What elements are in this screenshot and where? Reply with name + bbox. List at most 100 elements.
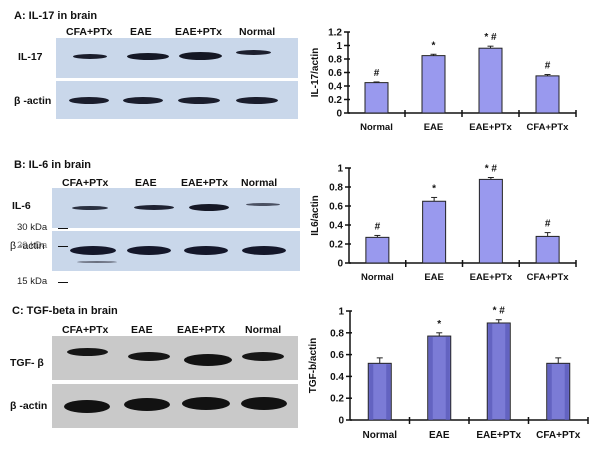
mw-tick xyxy=(58,282,68,283)
lane-label: EAE+PTX xyxy=(177,324,226,336)
significance-marker: # xyxy=(374,68,380,79)
y-tick-label: 0.8 xyxy=(330,328,344,339)
y-tick-label: 0.4 xyxy=(328,82,342,93)
y-axis-label: IL-17/actin xyxy=(310,48,321,97)
blot-row-label: IL-17 xyxy=(18,51,43,63)
band xyxy=(128,352,170,361)
mw-tick xyxy=(58,246,68,247)
lane-label: EAE xyxy=(135,177,157,189)
lane-label: CFA+PTx xyxy=(62,324,109,336)
band xyxy=(184,354,232,366)
x-category-label: EAE xyxy=(429,430,450,441)
panel-a-title: A: IL-17 in brain xyxy=(14,10,98,22)
lane-label: Normal xyxy=(241,177,278,189)
y-axis-label: IL6/actin xyxy=(310,195,321,236)
significance-marker: * xyxy=(437,319,441,330)
significance-marker: * # xyxy=(493,306,506,317)
bar xyxy=(427,335,452,421)
band xyxy=(123,97,163,104)
chart-il17: 0 0.2 0.4 0.6 0.8 1 1.2 IL-17/actin # Normal * EAE *… xyxy=(310,28,577,133)
significance-marker: # xyxy=(545,219,551,230)
band xyxy=(236,97,278,104)
y-tick-label: 0.6 xyxy=(329,202,343,213)
panel-b-title: B: IL-6 in brain xyxy=(14,159,91,171)
lane-label: EAE xyxy=(130,26,152,38)
band xyxy=(179,52,222,60)
x-category-label: EAE+PTx xyxy=(469,122,512,133)
lane-label: EAE+PTx xyxy=(175,26,222,38)
y-tick-label: 0 xyxy=(336,109,342,120)
band xyxy=(182,397,230,410)
y-tick-label: 1.2 xyxy=(328,28,342,39)
x-category-label: CFA+PTx xyxy=(536,430,581,441)
bar xyxy=(367,362,392,421)
bar xyxy=(535,75,560,114)
y-tick-label: 0.2 xyxy=(328,95,342,106)
x-category-label: Normal xyxy=(360,122,393,133)
band xyxy=(189,204,229,211)
x-category-label: EAE+PTx xyxy=(476,430,521,441)
band xyxy=(73,54,107,59)
mw-marker-20: 20 kDa xyxy=(17,240,48,251)
bar xyxy=(478,178,503,264)
band xyxy=(236,50,271,55)
bar xyxy=(478,47,503,114)
y-tick-label: 0.6 xyxy=(330,350,344,361)
y-tick-label: 0 xyxy=(337,259,343,270)
lane-label: Normal xyxy=(245,324,282,336)
lane-label: Normal xyxy=(239,26,276,38)
band xyxy=(77,261,117,263)
significance-marker: # xyxy=(375,221,381,232)
y-tick-label: 0 xyxy=(338,416,344,427)
bar xyxy=(535,235,560,264)
band xyxy=(70,246,116,255)
bar xyxy=(546,362,571,421)
y-tick-label: 0.8 xyxy=(329,183,343,194)
mw-marker-30: 30 kDa xyxy=(17,222,48,233)
band xyxy=(246,203,280,206)
bar xyxy=(422,200,447,264)
x-category-label: Normal xyxy=(361,272,394,283)
band xyxy=(67,348,108,356)
mw-tick xyxy=(58,228,68,229)
band xyxy=(178,97,220,104)
panel-c-title: C: TGF-beta in brain xyxy=(12,305,118,317)
band xyxy=(134,205,174,210)
blot-row-label: β -actin xyxy=(10,400,48,412)
band xyxy=(72,206,108,210)
blot-row-label: IL-6 xyxy=(12,200,31,212)
x-category-label: CFA+PTx xyxy=(527,272,570,283)
bar xyxy=(365,236,390,264)
band xyxy=(124,398,170,411)
blot-row-label: TGF- β xyxy=(10,357,44,369)
band xyxy=(127,246,171,255)
x-category-label: Normal xyxy=(363,430,398,441)
significance-marker: # xyxy=(545,61,551,72)
y-tick-label: 1 xyxy=(337,164,343,175)
significance-marker: * xyxy=(432,183,436,194)
lane-label: EAE+PTx xyxy=(181,177,228,189)
band xyxy=(64,400,110,413)
blot-il17 xyxy=(56,38,298,78)
band xyxy=(242,246,286,255)
band xyxy=(69,97,109,104)
y-axis-label: TGF-b/actin xyxy=(308,338,319,394)
x-category-label: CFA+PTx xyxy=(527,122,570,133)
chart-tgf: 0 0.2 0.4 0.6 0.8 1 TGF-b/actin Normal * EAE * # EA… xyxy=(308,306,589,441)
band xyxy=(127,53,169,60)
y-tick-label: 1 xyxy=(338,307,344,318)
y-tick-label: 0.4 xyxy=(330,372,344,383)
mw-marker-15: 15 kDa xyxy=(17,276,48,287)
blot-row-label: β -actin xyxy=(10,240,45,252)
lane-label: CFA+PTx xyxy=(66,26,113,38)
y-tick-label: 0.2 xyxy=(330,394,344,405)
band xyxy=(241,397,287,410)
significance-marker: * xyxy=(432,40,436,51)
blot-row-label: β -actin xyxy=(14,95,52,107)
band xyxy=(242,352,284,361)
blot-actin-b xyxy=(52,231,300,271)
y-tick-label: 0.4 xyxy=(329,221,343,232)
lane-label: EAE xyxy=(131,324,153,336)
y-tick-label: 0.2 xyxy=(329,240,343,251)
bar xyxy=(421,55,446,114)
